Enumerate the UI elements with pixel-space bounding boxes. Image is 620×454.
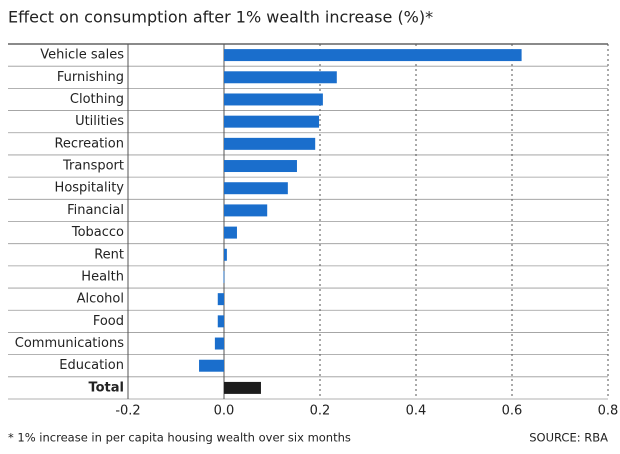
y-tick-label: Furnishing (57, 70, 124, 85)
bar (224, 381, 261, 394)
x-tick-label: 0.8 (598, 404, 619, 419)
y-tick-label: Utilities (75, 114, 124, 129)
y-tick-label: Food (93, 314, 124, 329)
bar (224, 226, 237, 239)
y-tick-label: Health (81, 269, 124, 284)
x-tick-label: 0.4 (406, 404, 427, 419)
bar (224, 160, 297, 173)
y-tick-label: Hospitality (55, 181, 125, 196)
y-tick-label: Alcohol (77, 292, 124, 307)
y-tick-label: Clothing (70, 92, 124, 107)
source: SOURCE: RBA (529, 431, 608, 445)
bar (224, 49, 522, 62)
bar (224, 182, 288, 195)
y-tick-label: Financial (67, 203, 124, 218)
x-tick-label: 0.2 (310, 404, 331, 419)
y-tick-label: Total (88, 380, 124, 395)
y-tick-label: Tobacco (71, 225, 124, 240)
bar (224, 93, 323, 106)
y-tick-label: Rent (94, 247, 124, 262)
bar (224, 204, 268, 217)
y-tick-label: Recreation (54, 136, 124, 151)
y-tick-label: Vehicle sales (40, 48, 124, 63)
x-tick-label: 0.6 (502, 404, 523, 419)
bar (217, 315, 224, 328)
y-tick-label: Communications (15, 336, 124, 351)
bar (224, 248, 227, 261)
bar (214, 337, 224, 350)
bar (224, 115, 320, 128)
bar (223, 270, 225, 283)
x-tick-label: -0.2 (115, 404, 140, 419)
chart-title: Effect on consumption after 1% wealth in… (8, 8, 433, 27)
y-tick-label: Education (59, 358, 124, 373)
bar (224, 137, 316, 150)
bar (217, 293, 224, 306)
bar (199, 359, 224, 372)
bar (224, 71, 337, 84)
footnote: * 1% increase in per capita housing weal… (8, 431, 351, 445)
y-tick-label: Transport (62, 159, 124, 174)
x-tick-label: 0.0 (214, 404, 235, 419)
